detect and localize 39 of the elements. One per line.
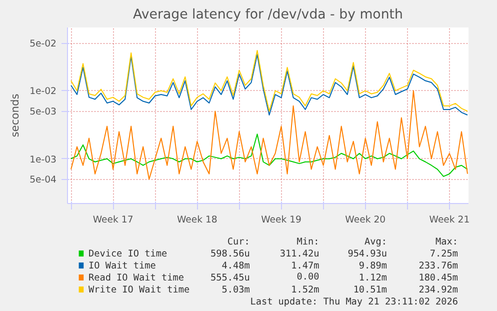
text: 233.76m [418, 260, 458, 272]
x-tick-label: Week 21 [429, 214, 470, 226]
text: 4.48m [222, 260, 250, 272]
y-tick-label: 1e-03 [30, 154, 57, 166]
y-axis-title: seconds [8, 93, 22, 138]
text: 234.92m [418, 284, 458, 296]
y-tick-label: 1e-02 [30, 86, 57, 98]
text: 311.42u [280, 248, 320, 260]
y-tick-label: 5e-03 [30, 106, 57, 118]
text: 954.93u [348, 248, 388, 260]
text: 10.51m [353, 284, 388, 296]
text: 9.89m [358, 260, 388, 272]
text: 1.12m [358, 272, 388, 284]
text: 180.45m [418, 272, 458, 284]
x-tick-label: Week 20 [345, 214, 386, 226]
line-series [70, 134, 468, 177]
text: 5.03m [222, 284, 250, 296]
text: Avg: [364, 236, 388, 248]
text: 598.56u [210, 248, 250, 260]
text: Max: [436, 236, 458, 248]
y-tick-label: 5e-02 [30, 38, 57, 50]
y-tick-label: 5e-04 [30, 174, 57, 186]
text: 555.45u [210, 272, 250, 284]
text: 7.25m [430, 248, 458, 260]
text: 0.00 [296, 272, 320, 282]
legend-label: Read IO Wait time [88, 272, 184, 284]
text: Last update: Thu May 21 23:11:02 2026 [250, 296, 458, 308]
line-series [70, 90, 468, 180]
text: 1.52m [291, 284, 320, 296]
legend-label: IO Wait time [88, 260, 156, 272]
x-tick-label: Week 18 [176, 214, 218, 226]
text: Min: [296, 236, 320, 248]
text: 1.47m [291, 260, 320, 272]
text: Cur: [227, 236, 250, 248]
chart-title: Average latency for /dev/vda - by month [133, 8, 403, 22]
legend-label: Device IO time [88, 248, 168, 260]
x-tick-label: Week 19 [261, 214, 302, 226]
x-tick-label: Week 17 [92, 214, 134, 226]
legend-label: Write IO Wait time [88, 284, 190, 296]
